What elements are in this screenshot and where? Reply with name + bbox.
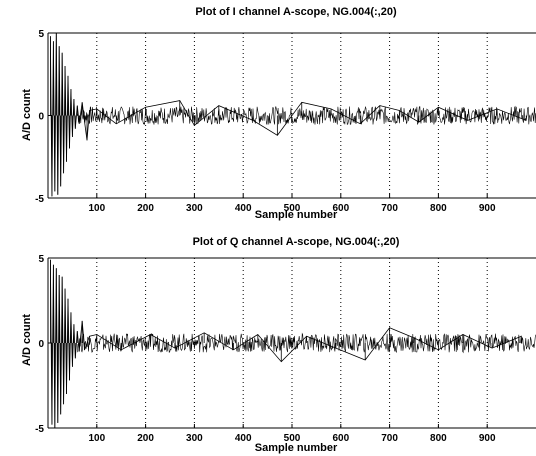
x-tick-label: 900	[479, 203, 496, 214]
signal-trace	[50, 32, 527, 197]
x-tick-label: 200	[137, 433, 154, 444]
x-tick-label: 800	[430, 433, 447, 444]
y-axis-label: A/D count	[21, 314, 33, 366]
x-tick-label: 800	[430, 203, 447, 214]
x-tick-label: 400	[235, 203, 252, 214]
x-tick-label: 600	[332, 433, 349, 444]
signal-trace	[50, 259, 522, 429]
x-tick-label: 900	[479, 433, 496, 444]
y-axis-label: A/D count	[21, 89, 33, 141]
chart-title: Plot of Q channel A-scope, NG.004(:,20)	[193, 236, 400, 248]
y-tick-label: -5	[35, 424, 44, 435]
x-axis-label: Sample number	[255, 209, 338, 221]
x-tick-label: 400	[235, 433, 252, 444]
x-tick-label: 700	[381, 433, 398, 444]
x-tick-label: 100	[88, 433, 105, 444]
y-tick-label: 0	[38, 339, 44, 350]
y-tick-label: -5	[35, 194, 44, 205]
x-tick-label: 500	[284, 203, 301, 214]
x-tick-label: 700	[381, 203, 398, 214]
x-tick-label: 300	[186, 433, 203, 444]
x-tick-label: 100	[88, 203, 105, 214]
x-tick-label: 300	[186, 203, 203, 214]
x-tick-label: 500	[284, 433, 301, 444]
noise-trace	[77, 105, 536, 126]
x-axis-label: Sample number	[255, 442, 338, 454]
x-tick-label: 200	[137, 203, 154, 214]
chart-title: Plot of I channel A-scope, NG.004(:,20)	[195, 6, 397, 18]
y-tick-label: 0	[38, 112, 44, 123]
y-tick-label: 5	[38, 29, 44, 40]
x-tick-label: 600	[332, 203, 349, 214]
y-tick-label: 5	[38, 254, 44, 265]
chart-q-channel: Plot of Q channel A-scope, NG.004(:,20) …	[21, 236, 536, 454]
chart-i-channel: Plot of I channel A-scope, NG.004(:,20) …	[21, 6, 536, 221]
